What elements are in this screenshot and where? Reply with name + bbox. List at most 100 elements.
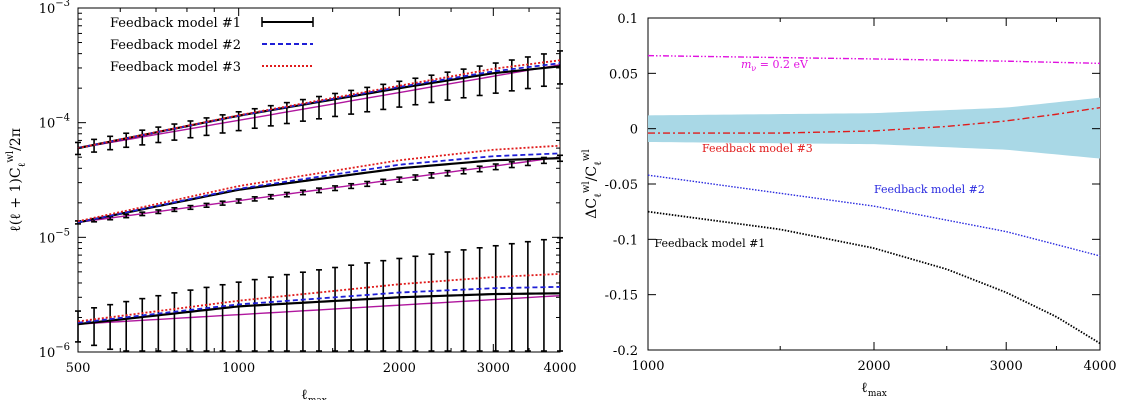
- left-bin-2-errorbar: [332, 185, 339, 192]
- left-bin-2-errorbar: [251, 196, 258, 202]
- left-bin-2-errorbar: [235, 198, 242, 204]
- left-bin-1-errorbar: [508, 59, 515, 92]
- left-bin-3-errorbar: [203, 286, 210, 352]
- right-chart: 1000 2000 3000 4000 -0.2 -0.15 -0.1 -0.05 0 0.05…: [581, 12, 1117, 399]
- left-bin-2-errorbar: [380, 178, 387, 186]
- left-x-tick-label: 1000: [222, 361, 255, 376]
- right-chart-series: [647, 54, 1101, 345]
- left-x-axis: 500 1000 2000 3000 4000: [66, 8, 577, 376]
- right-y-tick-label: -0.1: [613, 233, 638, 248]
- left-bin-3-errorbar: [91, 307, 98, 347]
- left-x-tick-label: 500: [66, 361, 91, 376]
- left-bin-2-errorbar: [155, 209, 162, 215]
- legend-label-model-1: Feedback model #1: [110, 16, 241, 31]
- left-bin-2-errorbar: [123, 213, 130, 219]
- left-bin-3-model-1-line: [77, 292, 561, 326]
- left-y-axis-label: ℓ(ℓ + 1)Cℓwl/2π: [5, 128, 28, 232]
- right-series-line-1: [647, 54, 1101, 65]
- left-bin-2-errorbar: [460, 167, 467, 175]
- left-bin-3-errorbar: [139, 297, 146, 352]
- left-bin-3-errorbar: [380, 259, 387, 352]
- left-bin-1: [75, 50, 563, 156]
- legend-label-model-3: Feedback model #3: [110, 60, 241, 75]
- right-y-axis-label: ΔCℓwl/Cℓwl: [581, 149, 604, 218]
- left-bin-3-errorbar: [267, 276, 274, 352]
- right-x-axis-label: ℓmax: [861, 380, 887, 399]
- right-series-line-4: [647, 210, 1101, 345]
- left-bin-1-errorbar: [139, 129, 146, 146]
- right-x-tick-label: 2000: [857, 359, 890, 374]
- left-bin-1-errorbar: [123, 132, 130, 149]
- left-bin-2: [75, 144, 563, 225]
- left-bin-1-model-3-line: [77, 59, 561, 149]
- left-bin-1-errorbar: [171, 123, 178, 141]
- left-bin-3-errorbar: [251, 278, 258, 352]
- left-bin-3-errorbar: [123, 300, 130, 352]
- left-bin-1-errorbar: [557, 50, 563, 85]
- right-annotation-4: Feedback model #1: [654, 237, 765, 250]
- left-bin-2-errorbar: [396, 176, 403, 183]
- left-bin-2-model-2-line: [77, 152, 561, 224]
- right-x-tick-label: 3000: [990, 359, 1023, 374]
- legend-label-model-2: Feedback model #2: [110, 38, 241, 53]
- right-y-tick-label: 0.1: [617, 12, 638, 27]
- right-annotation-3: Feedback model #2: [874, 183, 985, 196]
- right-x-tick-label: 4000: [1083, 359, 1116, 374]
- left-bin-2-errorbar: [412, 174, 419, 181]
- left-bin-3-errorbar: [171, 292, 178, 352]
- left-bin-3-errorbar: [187, 289, 194, 352]
- left-bin-2-errorbar: [428, 171, 435, 179]
- left-bin-3: [75, 236, 563, 352]
- left-bin-3-errorbar: [412, 255, 419, 352]
- left-bin-2-errorbar: [348, 182, 355, 190]
- left-y-tick-label: 10−4: [39, 113, 70, 132]
- left-bin-2-errorbar: [267, 193, 274, 200]
- left-bin-3-errorbar: [107, 303, 114, 351]
- left-bin-1-errorbar: [412, 77, 419, 106]
- left-legend: Feedback model #1 Feedback model #2 Feed…: [110, 16, 314, 75]
- left-bin-2-errorbar: [139, 211, 146, 217]
- right-x-tick-label: 1000: [631, 359, 664, 374]
- right-series-line-2: [648, 106, 1101, 134]
- right-annotation-2: Feedback model #3: [702, 142, 813, 155]
- left-plot-frame: [77, 7, 561, 353]
- left-bin-3-errorbar: [283, 273, 290, 352]
- left-bin-1-errorbar: [107, 135, 114, 151]
- right-uncertainty-band: [648, 97, 1100, 159]
- right-annotation-1: mν = 0.2 eV: [741, 58, 809, 73]
- left-bin-3-errorbar: [316, 269, 322, 352]
- left-bin-2-errorbar: [524, 158, 531, 167]
- left-bin-1-errorbar: [492, 62, 499, 94]
- left-bin-1-errorbar: [348, 89, 355, 115]
- left-x-tick-label: 3000: [477, 361, 510, 376]
- left-bin-3-errorbar: [364, 262, 371, 352]
- right-y-tick-label: 0: [630, 123, 638, 138]
- left-bin-3-errorbar: [540, 238, 547, 352]
- left-bin-3-errorbar: [155, 294, 162, 352]
- left-chart-series: [75, 50, 563, 352]
- left-bin-1-errorbar: [380, 83, 387, 111]
- right-y-tick-label: -0.2: [613, 344, 638, 359]
- left-bin-1-errorbar: [364, 86, 371, 113]
- left-bin-1-errorbar: [155, 126, 162, 144]
- left-bin-2-errorbar: [171, 206, 178, 213]
- left-bin-3-errorbar: [219, 283, 226, 352]
- left-y-tick-label: 10−6: [39, 342, 70, 361]
- left-x-tick-label: 4000: [543, 361, 576, 376]
- left-bin-1-errorbar: [524, 56, 531, 90]
- left-y-tick-label: 10−5: [39, 227, 70, 246]
- left-bin-1-errorbar: [396, 80, 403, 108]
- left-bin-1-errorbar: [203, 117, 210, 137]
- left-bin-2-errorbar: [444, 169, 451, 177]
- left-bin-2-errorbar: [492, 163, 499, 171]
- left-bin-3-errorbar: [235, 281, 242, 352]
- left-bin-2-errorbar: [508, 161, 515, 169]
- left-bin-2-errorbar: [203, 202, 210, 208]
- left-bin-2-errorbar: [299, 189, 306, 196]
- left-bin-2-errorbar: [316, 187, 322, 194]
- right-x-axis: 1000 2000 3000 4000: [631, 18, 1117, 374]
- left-bin-3-errorbar: [348, 264, 355, 352]
- left-bin-3-errorbar: [524, 240, 531, 352]
- left-bin-1-errorbar: [187, 120, 194, 139]
